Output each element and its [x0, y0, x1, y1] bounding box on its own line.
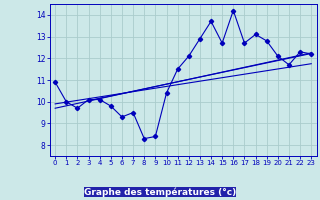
Text: Graphe des températures (°c): Graphe des températures (°c): [84, 187, 236, 197]
